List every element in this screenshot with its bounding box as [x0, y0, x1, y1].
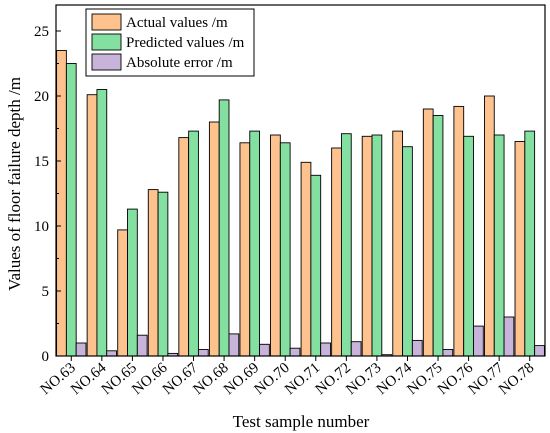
bar-1-no70 [270, 134, 281, 357]
bar-1-no74 [392, 130, 404, 357]
bar-2-no73 [371, 134, 383, 357]
legend-swatch-3 [91, 53, 122, 71]
bar-2-no68 [218, 99, 230, 357]
plot-frame [55, 4, 546, 357]
bar-3-no77 [503, 316, 515, 357]
bar-3-no67 [197, 349, 209, 357]
bar-1-no67 [178, 137, 190, 357]
bar-2-no74 [402, 146, 413, 357]
bar-1-no76 [453, 105, 465, 357]
bar-2-no78 [524, 130, 536, 357]
legend-swatch-2 [91, 33, 122, 51]
bar-2-no72 [340, 133, 352, 357]
y-tick-label: 0 [42, 349, 50, 365]
bar-2-no77 [493, 134, 505, 357]
bar-2-no64 [96, 89, 108, 357]
bar-2-no71 [310, 174, 322, 357]
legend-swatch-1 [91, 13, 122, 31]
bar-1-no66 [147, 189, 159, 357]
bar-3-no74 [411, 339, 423, 357]
y-tick-label: 20 [34, 89, 49, 105]
bar-3-no64 [106, 350, 117, 357]
bar-1-no78 [514, 141, 526, 357]
bar-3-no71 [320, 342, 331, 357]
bar-3-no68 [228, 333, 240, 357]
bar-1-no72 [331, 147, 342, 357]
bar-3-no72 [350, 341, 362, 357]
bar-3-no76 [473, 325, 484, 357]
bar-2-no69 [249, 130, 261, 357]
bar-1-no77 [484, 95, 495, 357]
bar-1-no75 [422, 108, 434, 357]
bar-1-no64 [86, 94, 98, 357]
bar-1-no69 [239, 142, 251, 357]
bar-1-no68 [208, 121, 220, 357]
bar-2-no67 [188, 130, 199, 357]
bar-2-no75 [432, 115, 444, 357]
y-tick-label: 5 [42, 284, 50, 300]
bar-2-no70 [279, 142, 291, 357]
y-tick-label: 25 [34, 24, 49, 40]
legend-label-1: Actual values /m [126, 15, 228, 31]
legend-label-2: Predicted values /m [126, 35, 245, 51]
bar-2-no63 [65, 63, 77, 357]
bar-3-no65 [136, 334, 148, 357]
bar-1-no65 [117, 229, 128, 357]
bar-2-no65 [127, 208, 138, 357]
x-tick-label: NO.78 [496, 360, 537, 398]
legend-label-3: Absolute error /m [126, 55, 233, 71]
bar-3-no75 [442, 349, 454, 357]
bar-1-no71 [300, 161, 312, 357]
plot-area: 0510152025NO.63NO.64NO.65NO.66NO.67NO.68… [34, 4, 546, 398]
bar-3-no63 [75, 342, 87, 357]
y-tick-label: 15 [34, 154, 49, 170]
bar-3-no78 [534, 345, 545, 357]
bar-3-no69 [259, 343, 270, 357]
x-axis-title: Test sample number [233, 412, 370, 431]
y-axis-title: Values of floor failure depth /m [5, 77, 24, 291]
bar-2-no76 [463, 135, 474, 357]
bar-2-no66 [157, 191, 169, 357]
y-tick-label: 10 [34, 219, 49, 235]
bar-1-no73 [361, 135, 373, 357]
bar-3-no70 [289, 347, 301, 357]
